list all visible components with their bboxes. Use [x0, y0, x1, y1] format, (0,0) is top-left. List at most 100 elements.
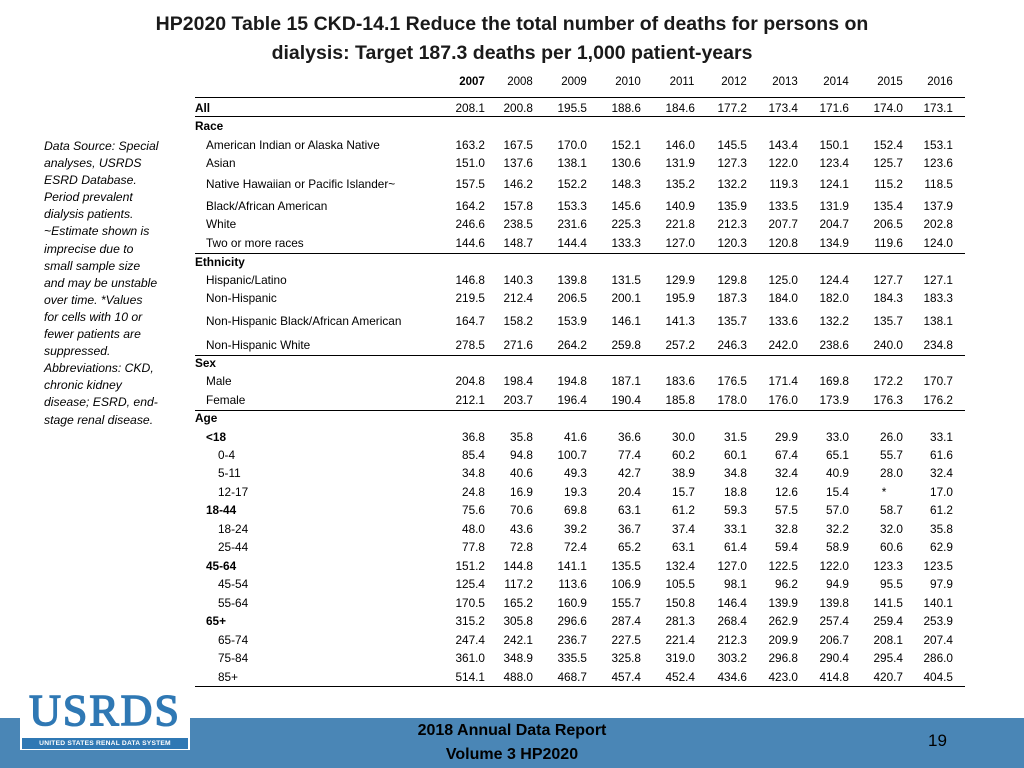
cell-2008: 137.6 [503, 156, 533, 170]
cell-2013: 262.9 [768, 614, 798, 628]
year-header-2013: 2013 [772, 76, 798, 88]
cell-2015: 127.7 [873, 273, 903, 287]
cell-2015: 58.7 [880, 503, 903, 517]
table-row: White 246.6 238.5 231.6 225.3 221.8 212.3 207.7… [195, 216, 965, 232]
cell-2007: 246.6 [455, 217, 485, 231]
cell-2008: 198.4 [503, 374, 533, 388]
cell-2008: 271.6 [503, 338, 533, 352]
row-label: 45-54 [218, 577, 249, 591]
cell-2009: 160.9 [557, 596, 587, 610]
cell-2013: 173.4 [768, 101, 798, 115]
cell-2016: 123.5 [923, 559, 953, 573]
row-label: Non-Hispanic [206, 291, 277, 305]
cell-2009: 195.5 [557, 101, 587, 115]
cell-2008: 165.2 [503, 596, 533, 610]
cell-2014: 33.0 [826, 430, 849, 444]
cell-2010: 130.6 [611, 156, 641, 170]
cell-2008: 203.7 [503, 393, 533, 407]
cell-2008: 146.2 [503, 177, 533, 191]
row-label: Ethnicity [195, 255, 245, 269]
cell-2009: 231.6 [557, 217, 587, 231]
note-line: Period prevalent [44, 190, 133, 205]
year-header-2016: 2016 [927, 76, 953, 88]
cell-2007: 212.1 [455, 393, 485, 407]
note-line: analyses, USRDS [44, 156, 142, 171]
cell-2007: 48.0 [462, 522, 485, 536]
row-label: Non-Hispanic White [206, 338, 311, 352]
cell-2013: 12.6 [775, 485, 798, 499]
footer-line-2: Volume 3 HP2020 [445, 746, 579, 763]
cell-2010: 77.4 [618, 448, 641, 462]
table-row: 45-54 125.4 117.2 113.6 106.9 105.5 98.1 96.2 94… [195, 576, 965, 592]
logo-wordmark: USRDS [28, 685, 181, 736]
cell-2015: 295.4 [873, 651, 903, 665]
cell-2015: 240.0 [873, 338, 903, 352]
row-label: 12-17 [218, 485, 249, 499]
year-header-row: 2007 2008 2009 2010 2011 2012 2013 2014 2015 2016 [195, 76, 965, 92]
table-row: <18 36.8 35.8 41.6 36.6 30.0 31.5 29.9 33.0 26.0 3… [195, 429, 965, 445]
cell-2009: 196.4 [557, 393, 587, 407]
note-line: Abbreviations: CKD, [44, 361, 154, 376]
cell-2008: 148.7 [503, 236, 533, 250]
cell-2007: 24.8 [462, 485, 485, 499]
table-row: Asian 151.0 137.6 138.1 130.6 131.9 127.3 122.0… [195, 155, 965, 171]
cell-2012: 212.3 [717, 633, 747, 647]
cell-2011: 146.0 [665, 138, 695, 152]
cell-2016: 286.0 [923, 651, 953, 665]
cell-2016: 32.4 [930, 466, 953, 480]
cell-2009: 153.3 [557, 199, 587, 213]
cell-2015: 123.3 [873, 559, 903, 573]
cell-2014: 238.6 [819, 338, 849, 352]
cell-2013: 59.4 [775, 540, 798, 554]
cell-2011: 141.3 [665, 314, 695, 328]
row-label: 85+ [218, 670, 239, 684]
cell-2012: 60.1 [724, 448, 747, 462]
cell-2011: 184.6 [665, 101, 695, 115]
cell-2015: 95.5 [880, 577, 903, 591]
cell-2011: 61.2 [672, 503, 695, 517]
cell-2015: 208.1 [873, 633, 903, 647]
cell-2009: 113.6 [558, 577, 587, 591]
cell-2015: 141.5 [873, 596, 903, 610]
cell-2011: 195.9 [665, 291, 695, 305]
cell-2013: 96.2 [775, 577, 798, 591]
table-row: Race [195, 118, 965, 134]
cell-2016: 17.0 [930, 485, 953, 499]
cell-2014: 40.9 [826, 466, 849, 480]
cell-2015: 60.6 [880, 540, 903, 554]
row-label: 0-4 [218, 448, 236, 462]
cell-2008: 72.8 [510, 540, 533, 554]
cell-2016: 118.5 [924, 177, 953, 191]
cell-2013: 133.5 [768, 199, 798, 213]
cell-2010: 106.9 [611, 577, 641, 591]
row-label: 18-24 [218, 522, 249, 536]
cell-2014: 169.8 [819, 374, 849, 388]
cell-2013: 176.0 [768, 393, 798, 407]
cell-2014: 132.2 [819, 314, 849, 328]
cell-2015: 26.0 [880, 430, 903, 444]
cell-2012: 177.2 [717, 101, 747, 115]
footer-line-1: 2018 Annual Data Report [417, 722, 607, 739]
row-label: 65+ [206, 614, 227, 628]
cell-2013: 125.0 [768, 273, 798, 287]
cell-2011: 15.7 [672, 485, 695, 499]
cell-2008: 144.8 [503, 559, 533, 573]
cell-2010: 63.1 [618, 503, 641, 517]
row-label: Age [195, 411, 218, 425]
cell-2010: 20.4 [618, 485, 641, 499]
cell-2007: 163.2 [455, 138, 485, 152]
cell-2012: 34.8 [724, 466, 747, 480]
cell-2007: 125.4 [455, 577, 485, 591]
cell-2013: 171.4 [768, 374, 798, 388]
row-label: 25-44 [218, 540, 249, 554]
cell-2007: 219.5 [455, 291, 485, 305]
data-source-note: Data Source: Special analyses, USRDS ESRD … [44, 138, 172, 429]
cell-2016: 404.5 [923, 670, 953, 684]
cell-2012: 33.1 [724, 522, 747, 536]
cell-2009: 236.7 [557, 633, 587, 647]
cell-2012: 303.2 [717, 651, 747, 665]
cell-2016: 183.3 [923, 291, 953, 305]
cell-2012: 146.4 [717, 596, 747, 610]
cell-2009: 72.4 [564, 540, 587, 554]
cell-2015: 55.7 [880, 448, 903, 462]
